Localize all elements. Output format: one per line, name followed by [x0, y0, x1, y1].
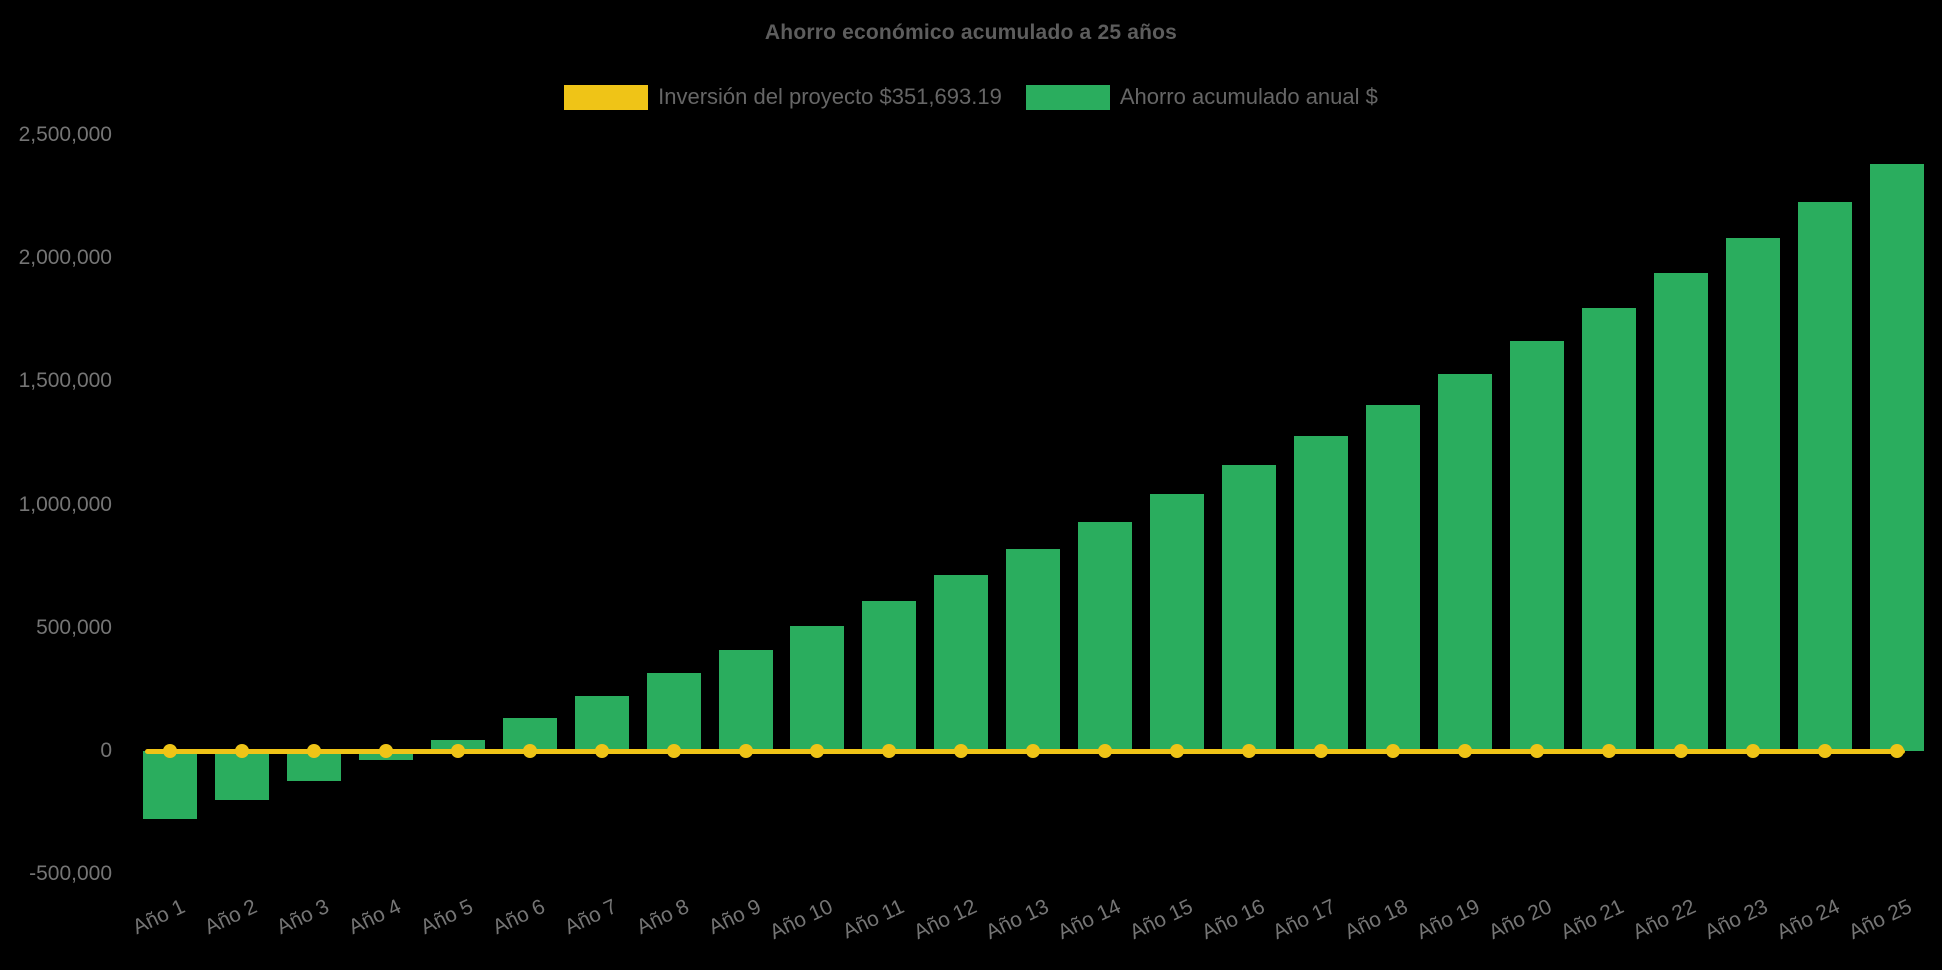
bar-año-2[interactable]	[214, 751, 269, 801]
bar-año-13[interactable]	[1006, 548, 1061, 751]
bar-año-19[interactable]	[1437, 373, 1492, 751]
investment-line-point[interactable]	[1026, 744, 1041, 758]
investment-line-point[interactable]	[1601, 744, 1616, 758]
investment-line-point[interactable]	[1242, 744, 1257, 758]
x-axis-label-año-25: Año 25	[1845, 895, 1916, 944]
x-axis-label-año-14: Año 14	[1053, 895, 1124, 944]
investment-line-point[interactable]	[810, 744, 825, 758]
x-axis-label-año-23: Año 23	[1701, 895, 1772, 944]
bar-año-1[interactable]	[143, 751, 197, 820]
legend-label-savings: Ahorro acumulado anual $	[1119, 84, 1378, 109]
x-axis-label-año-10: Año 10	[766, 895, 837, 944]
x-axis-label-año-5: Año 5	[417, 895, 477, 940]
investment-line-point[interactable]	[1745, 744, 1760, 758]
investment-line-point[interactable]	[882, 744, 897, 758]
x-axis-label-año-2: Año 2	[201, 895, 261, 940]
bar-año-16[interactable]	[1222, 465, 1277, 751]
bar-año-25[interactable]	[1869, 163, 1924, 751]
y-axis-tick-label: 2,000,000	[18, 246, 112, 270]
investment-line-point[interactable]	[1529, 744, 1544, 758]
x-axis-label-año-9: Año 9	[704, 895, 765, 940]
investment-line-point[interactable]	[738, 744, 753, 758]
y-axis-tick-label: 0	[100, 739, 112, 762]
investment-line-point[interactable]	[1817, 744, 1832, 758]
investment-line-point[interactable]	[522, 744, 537, 758]
bar-año-15[interactable]	[1150, 494, 1205, 751]
x-axis-label-año-15: Año 15	[1125, 895, 1196, 944]
bar-año-11[interactable]	[862, 600, 917, 751]
x-axis-label-año-3: Año 3	[273, 895, 333, 940]
legend-swatch-investment-icon	[564, 84, 649, 110]
investment-line-point[interactable]	[666, 744, 681, 758]
investment-line-point[interactable]	[954, 744, 969, 758]
chart-legend: Inversión del proyecto $351,693.19 Ahorr…	[0, 84, 1942, 110]
legend-label-investment: Inversión del proyecto $351,693.19	[658, 84, 1002, 109]
x-axis-label-año-7: Año 7	[560, 895, 621, 940]
investment-line-point[interactable]	[378, 744, 393, 758]
investment-line-point[interactable]	[1385, 744, 1400, 758]
bar-año-7[interactable]	[574, 696, 629, 751]
chart-title: Ahorro económico acumulado a 25 años	[764, 21, 1178, 44]
bar-año-14[interactable]	[1078, 521, 1133, 751]
bar-año-8[interactable]	[646, 673, 701, 751]
investment-line-point[interactable]	[306, 744, 321, 758]
bar-año-22[interactable]	[1653, 273, 1708, 751]
bar-año-17[interactable]	[1294, 435, 1349, 751]
bar-año-21[interactable]	[1581, 307, 1636, 751]
x-axis-label-año-17: Año 17	[1269, 895, 1340, 944]
bar-año-24[interactable]	[1797, 201, 1852, 751]
investment-line-point[interactable]	[1457, 744, 1472, 758]
x-axis-label-año-16: Año 16	[1197, 895, 1268, 944]
bar-año-12[interactable]	[934, 575, 989, 751]
x-axis-label-año-24: Año 24	[1773, 895, 1844, 944]
bar-año-23[interactable]	[1725, 237, 1780, 751]
investment-line-point[interactable]	[1889, 744, 1904, 758]
legend-item-investment[interactable]: Inversión del proyecto $351,693.19	[564, 84, 1002, 110]
y-axis-tick-label: 1,000,000	[18, 492, 112, 516]
investment-line-point[interactable]	[1098, 744, 1113, 758]
x-axis-label-año-22: Año 22	[1629, 895, 1700, 944]
legend-item-savings[interactable]: Ahorro acumulado anual $	[1025, 84, 1378, 110]
x-axis-label-año-13: Año 13	[981, 895, 1053, 944]
bar-año-18[interactable]	[1365, 405, 1420, 751]
investment-line-point[interactable]	[1673, 744, 1688, 758]
y-axis-tick-label: 1,500,000	[18, 369, 112, 393]
bar-año-10[interactable]	[790, 625, 845, 751]
investment-line-point[interactable]	[234, 744, 249, 758]
x-axis-label-año-21: Año 21	[1557, 895, 1628, 944]
x-axis-label-año-11: Año 11	[839, 895, 909, 944]
x-axis-label-año-18: Año 18	[1341, 895, 1412, 944]
x-axis-label-año-4: Año 4	[345, 895, 405, 940]
investment-line-point[interactable]	[163, 744, 177, 758]
x-axis-label-año-1: Año 1	[129, 895, 189, 940]
y-axis-tick-label: 500,000	[36, 615, 112, 639]
investment-line-point[interactable]	[1170, 744, 1185, 758]
y-axis-tick-label: 2,500,000	[18, 123, 112, 146]
bar-año-9[interactable]	[718, 649, 773, 751]
investment-line[interactable]	[145, 748, 1905, 754]
legend-swatch-savings-icon	[1025, 84, 1110, 110]
investment-line-point[interactable]	[1314, 744, 1329, 758]
bar-año-20[interactable]	[1509, 340, 1564, 751]
x-axis-label-año-20: Año 20	[1485, 895, 1556, 944]
investment-line-point[interactable]	[450, 744, 465, 758]
x-axis-label-año-12: Año 12	[910, 895, 981, 944]
x-axis-label-año-19: Año 19	[1413, 895, 1484, 944]
x-axis-label-año-6: Año 6	[488, 895, 549, 940]
investment-line-point[interactable]	[594, 744, 609, 758]
y-axis-tick-label: -500,000	[29, 862, 112, 886]
x-axis-label-año-8: Año 8	[632, 895, 693, 940]
